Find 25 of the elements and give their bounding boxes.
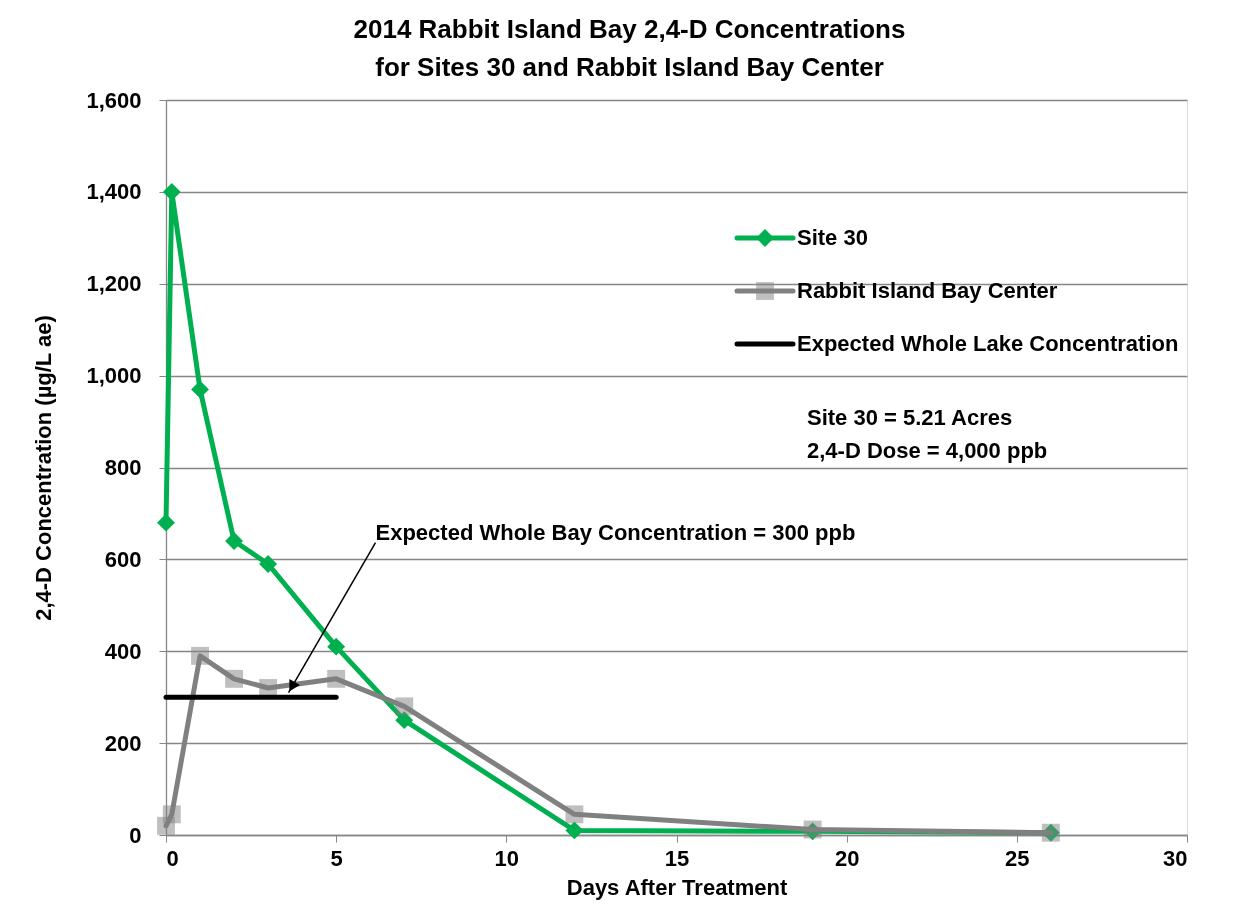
y-tick-label: 1,400: [86, 179, 142, 205]
y-tick-label: 600: [104, 546, 142, 572]
y-tick-label: 1,600: [86, 87, 142, 113]
y-axis-title: 2,4-D Concentration (µg/L ae): [31, 315, 57, 621]
x-tick-label: 10: [494, 845, 520, 871]
legend-label: Rabbit Island Bay Center: [797, 278, 1058, 303]
y-tick-label: 0: [129, 822, 142, 848]
x-tick-label: 30: [1163, 845, 1188, 871]
annotation: Expected Whole Bay Concentration = 300 ppb: [375, 519, 856, 545]
x-tick-label: 0: [166, 845, 179, 871]
y-tick-label: 1,000: [86, 363, 142, 389]
y-tick-label: 1,200: [86, 271, 142, 297]
x-tick-label: 25: [1005, 845, 1030, 871]
chart-title: 2014 Rabbit Island Bay 2,4-D Concentrations for Sites 30 and Rabbit Island Bay Center: [353, 14, 906, 82]
annotation: Site 30 = 5.21 Acres: [807, 405, 1013, 430]
x-tick-label: 20: [834, 845, 860, 871]
x-tick-label: 5: [330, 845, 343, 871]
legend-label: Expected Whole Lake Concentration: [797, 331, 1179, 356]
y-tick-label: 800: [104, 455, 142, 480]
y-tick-label: 400: [104, 638, 142, 664]
y-tick-label: 200: [104, 730, 142, 756]
x-tick-label: 15: [664, 845, 690, 871]
annotation: 2,4-D Dose = 4,000 ppb: [807, 438, 1048, 463]
legend-label: Site 30: [797, 225, 868, 250]
x-axis-title: Days After Treatment: [566, 874, 788, 900]
